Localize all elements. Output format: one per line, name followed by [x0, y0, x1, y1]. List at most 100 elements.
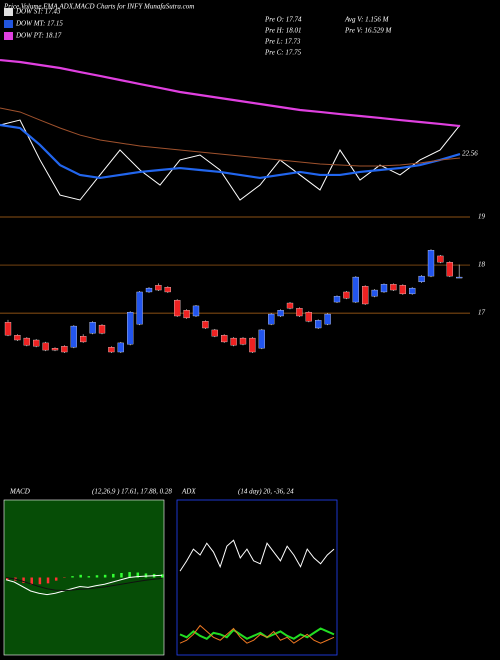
candle-body	[211, 329, 218, 337]
y-tick-label: 19	[478, 213, 486, 221]
stat-text: Pre L: 17.73	[264, 38, 301, 46]
candle-body	[192, 305, 200, 317]
candle-body	[286, 302, 294, 309]
panel-subtitle: (12,26,9 ) 17.61, 17.88, 0.28	[92, 488, 172, 496]
candle-body	[230, 337, 237, 346]
candle-body	[427, 250, 435, 277]
series-line	[0, 58, 461, 128]
series-line	[0, 123, 461, 180]
candle-body	[362, 286, 369, 305]
series-line	[179, 624, 335, 644]
legend-text: DOW PT: 18.17	[15, 32, 62, 40]
histogram-bar	[46, 577, 50, 584]
candle-body	[315, 320, 322, 329]
macd-panel	[3, 499, 165, 656]
candle-body	[333, 296, 341, 303]
histogram-bar	[112, 573, 115, 578]
histogram-bar	[79, 574, 82, 578]
y-tick-label: 18	[478, 261, 486, 269]
page-title: Price,Volume,EMA,ADX,MACD Charts for INF…	[3, 3, 194, 11]
legend-swatch	[4, 8, 13, 16]
candle-body	[277, 310, 284, 317]
stat-text: Avg V: 1.156 M	[344, 16, 390, 24]
candle-body	[456, 276, 463, 279]
candle-body	[14, 335, 21, 341]
histogram-bar	[22, 577, 25, 583]
candle-body	[89, 322, 96, 334]
candle-body	[258, 329, 265, 349]
candle-body	[174, 299, 181, 317]
legend-swatch	[4, 32, 13, 40]
histogram-bar	[30, 577, 33, 585]
candle-body	[164, 287, 171, 293]
series-line	[5, 577, 163, 592]
panel-subtitle: (14 day) 20, -36, 24	[238, 488, 294, 496]
series-line	[5, 574, 163, 596]
candle-body	[42, 342, 49, 351]
candle-body	[390, 284, 397, 291]
stat-text: Pre V: 16.529 M	[344, 27, 392, 35]
stat-text: Pre H: 18.01	[264, 27, 301, 35]
legend-text: DOW MT: 17.15	[15, 20, 63, 28]
candle-body	[136, 291, 143, 325]
candle-body	[117, 342, 124, 353]
legend-swatch	[4, 20, 13, 28]
series-line	[179, 539, 335, 572]
candle-body	[61, 346, 68, 353]
legend-text: DOW ST: 17.43	[15, 8, 61, 16]
histogram-bar	[128, 572, 131, 578]
candle-body	[446, 262, 453, 277]
candle-body	[324, 313, 331, 325]
candle-body	[371, 289, 378, 297]
candle-body	[98, 324, 106, 334]
candle-body	[268, 313, 275, 325]
candle-body	[51, 348, 59, 351]
candle-body	[183, 310, 190, 319]
candle-body	[108, 347, 115, 353]
histogram-bar	[144, 573, 148, 578]
candle-body	[155, 285, 162, 291]
candle-body	[343, 291, 350, 299]
series-line	[0, 107, 461, 167]
histogram-bar	[120, 573, 123, 578]
histogram-bar	[38, 577, 42, 585]
stat-text: Pre O: 17.74	[264, 16, 302, 24]
value-label: 22.56	[462, 150, 478, 158]
candle-body	[409, 287, 416, 295]
histogram-bar	[54, 577, 58, 581]
candle-body	[380, 284, 388, 293]
histogram-bar	[6, 577, 9, 580]
candle-body	[202, 321, 209, 329]
candle-body	[296, 308, 303, 317]
candle-body	[33, 339, 40, 347]
adx-panel	[176, 499, 338, 656]
candle-body	[437, 255, 444, 263]
candle-body	[145, 287, 153, 293]
candle-body	[23, 337, 30, 346]
candle-body	[80, 336, 87, 343]
candle-body	[239, 337, 247, 345]
candle-body	[221, 335, 228, 343]
histogram-bar	[95, 575, 99, 578]
panel-title: ADX	[181, 488, 196, 496]
panel-title: MACD	[9, 488, 30, 496]
candle-body	[418, 275, 425, 283]
series-line	[179, 627, 335, 640]
histogram-bar	[71, 576, 74, 578]
histogram-bar	[103, 574, 107, 578]
histogram-bar	[136, 572, 140, 578]
series-line	[0, 119, 461, 201]
candle-body	[352, 276, 359, 303]
stat-text: Pre C: 17.75	[264, 49, 302, 57]
histogram-bar	[87, 576, 91, 578]
candle-body	[4, 322, 12, 336]
candle-body	[127, 311, 134, 345]
candle-body	[249, 337, 256, 353]
histogram-bar	[161, 574, 164, 578]
y-tick-label: 17	[478, 309, 486, 317]
candle-body	[399, 285, 406, 295]
candle-body	[305, 311, 312, 322]
candle-body	[70, 325, 77, 348]
